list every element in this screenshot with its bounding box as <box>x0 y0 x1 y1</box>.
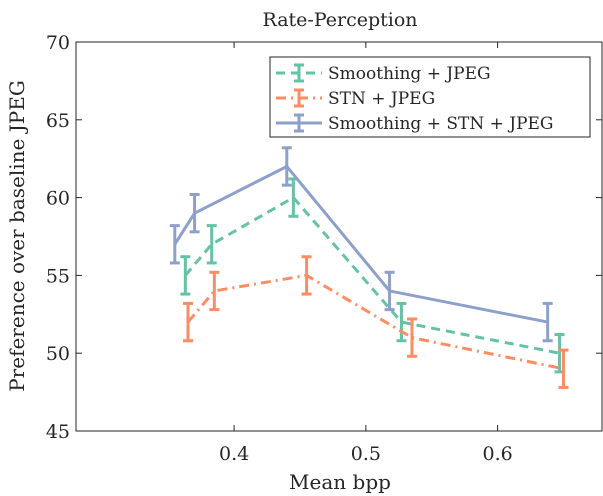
series-3 <box>169 146 553 343</box>
legend-item-2: STN + JPEG <box>276 88 435 109</box>
series-line <box>184 196 560 355</box>
chart-title: Rate-Perception <box>262 9 417 31</box>
x-axis-label: Mean bpp <box>289 470 391 494</box>
x-tick-label: 0.6 <box>482 443 512 465</box>
series-layer <box>169 146 569 389</box>
y-tick-label: 45 <box>46 421 70 443</box>
y-tick-label: 65 <box>46 110 70 132</box>
plot-frame <box>75 41 603 432</box>
legend-label: Smoothing + STN + JPEG <box>328 114 554 134</box>
x-tick-label: 0.5 <box>351 443 381 465</box>
y-tick-label: 60 <box>46 188 70 210</box>
legend: Smoothing + JPEG STN + JPEG Smoothing + ST… <box>269 56 591 138</box>
plot-axes: 45 50 55 60 65 70 0.4 0.5 0.6 <box>46 32 603 465</box>
legend-item-1: Smoothing + JPEG <box>276 63 491 84</box>
y-tick-label: 55 <box>46 265 70 287</box>
legend-label: STN + JPEG <box>328 89 435 109</box>
x-tick-label: 0.4 <box>219 443 249 465</box>
legend-box <box>269 56 591 138</box>
legend-item-3: Smoothing + STN + JPEG <box>276 113 554 134</box>
y-tick-label: 70 <box>46 32 70 54</box>
series-line <box>173 164 548 324</box>
series-2 <box>182 255 569 389</box>
series-line <box>186 273 564 371</box>
y-axis-label: Preference over baseline JPEG <box>5 80 29 392</box>
legend-label: Smoothing + JPEG <box>328 64 491 84</box>
series-1 <box>180 177 565 374</box>
y-tick-label: 50 <box>46 343 70 365</box>
